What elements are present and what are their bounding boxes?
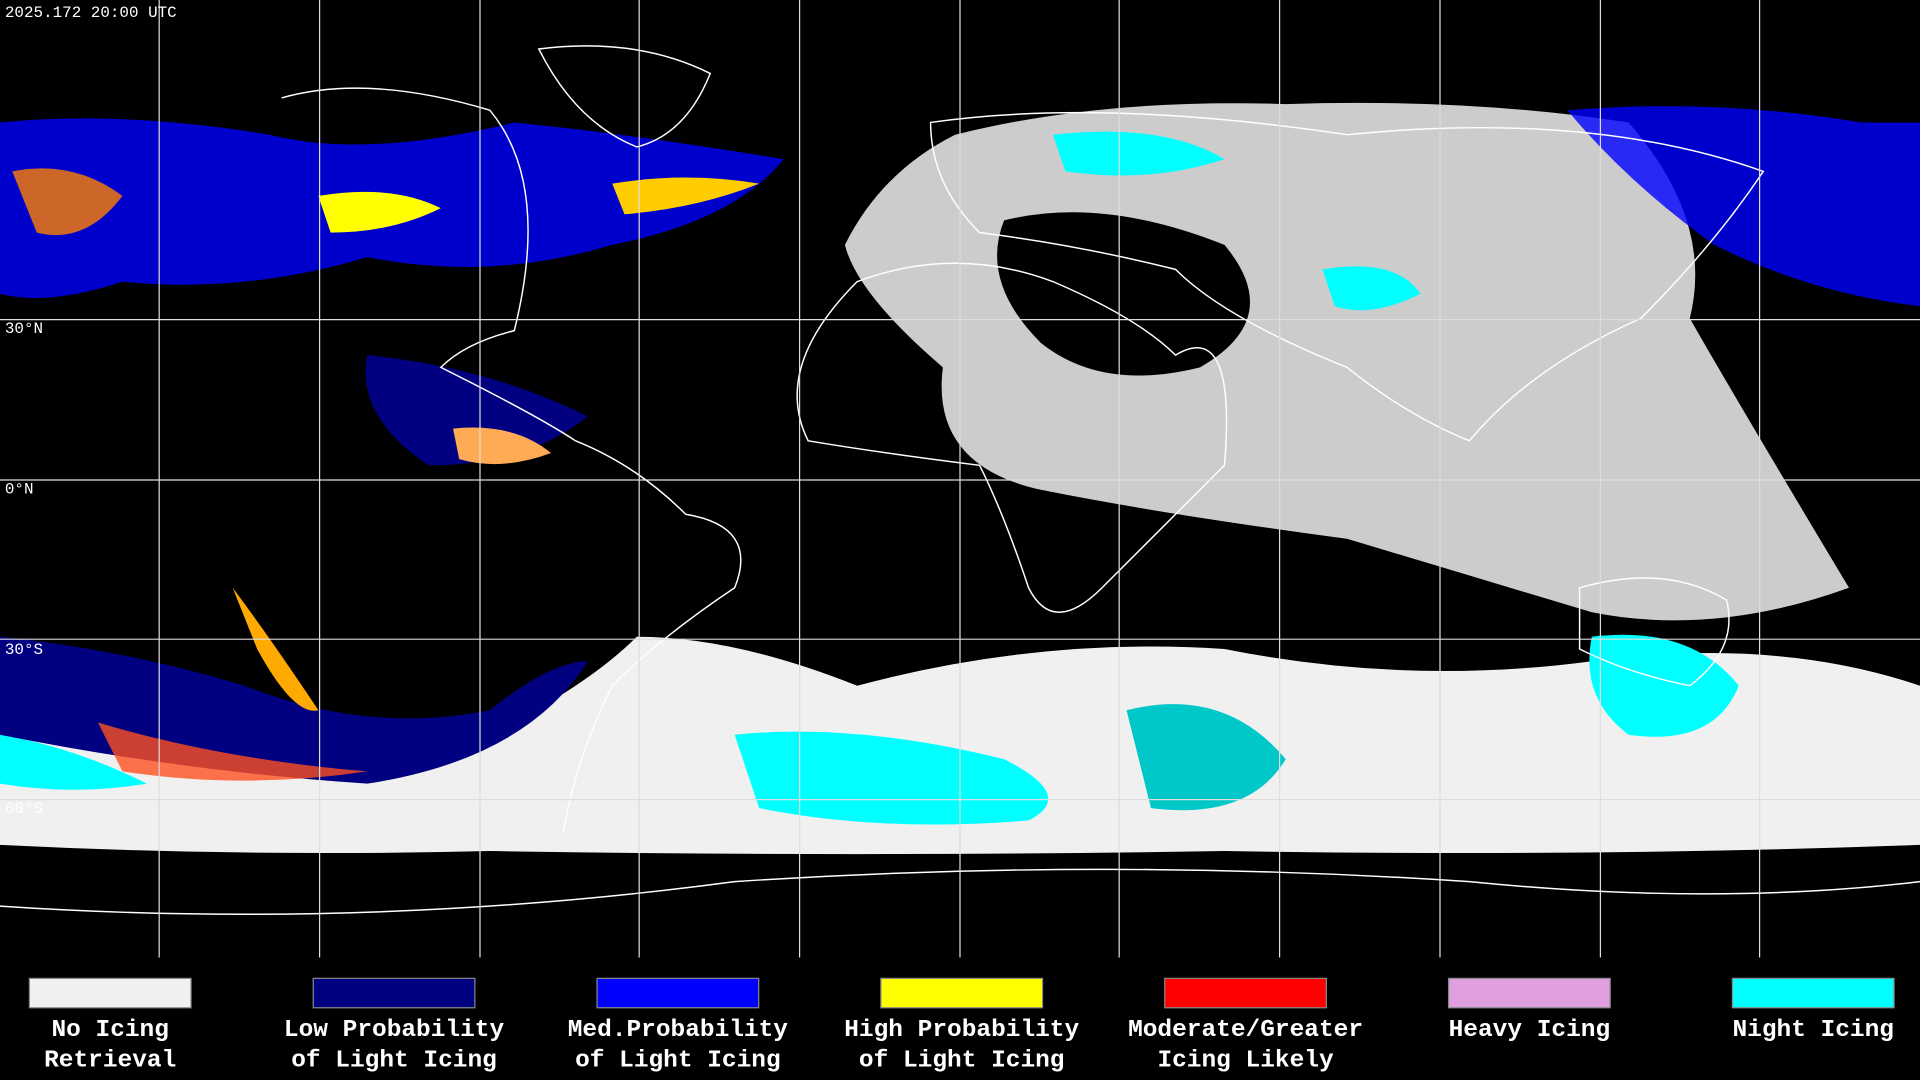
latitude-label: 30°N — [5, 320, 43, 338]
night-icing-region — [734, 731, 1049, 825]
medium-icing-region — [1567, 106, 1920, 307]
night-icing-region — [1053, 131, 1225, 176]
moderate-icing-region — [97, 722, 368, 781]
legend-label: Retrieval — [44, 1048, 176, 1075]
graticule — [0, 0, 1920, 958]
legend-swatch — [596, 977, 760, 1009]
coastline-australia — [1578, 577, 1730, 687]
legend-label: of Light Icing — [859, 1048, 1065, 1075]
legend-label: Icing Likely — [1157, 1048, 1334, 1075]
latitude-labels: 30°N 0°N 30°S 60°S — [5, 320, 43, 818]
night-icing-region — [0, 734, 147, 790]
legend-swatch — [1731, 977, 1895, 1009]
coastline-americas — [281, 87, 742, 833]
clear-region — [997, 212, 1250, 376]
latitude-label: 0°N — [5, 480, 34, 498]
legend-label: of Light Icing — [575, 1048, 781, 1075]
coastline-antarctica — [0, 868, 1920, 916]
legend-label: Moderate/Greater — [1128, 1017, 1363, 1044]
legend-label: Low Probability — [284, 1017, 505, 1044]
legend-label: Night Icing — [1732, 1017, 1894, 1044]
legend-swatch — [1164, 977, 1327, 1009]
high-icing-region — [318, 191, 441, 233]
legend-swatch — [28, 977, 192, 1009]
moderate-icing-region — [12, 168, 123, 236]
night-icing-region — [1322, 266, 1421, 311]
timestamp: 2025.172 20:00 UTC — [5, 4, 177, 22]
legend-swatch — [312, 977, 476, 1009]
coastline-eurasia — [929, 111, 1765, 442]
legend-label: High Probability — [844, 1017, 1079, 1044]
map-layer — [0, 0, 1920, 958]
coastline-greenland — [537, 45, 712, 148]
legend: No Icing Retrieval Low Probability of Light… — [28, 977, 1895, 1075]
low-icing-region — [365, 355, 588, 466]
latitude-label: 60°S — [5, 800, 43, 818]
clear-region — [783, 318, 939, 466]
night-icing-region — [1589, 634, 1739, 737]
moderate-icing-region — [453, 427, 552, 465]
latitude-label: 30°S — [5, 641, 43, 659]
legend-swatch — [880, 977, 1044, 1009]
legend-label: Heavy Icing — [1449, 1017, 1611, 1044]
night-icing-region — [1126, 704, 1286, 811]
legend-label: Med.Probability — [568, 1017, 789, 1044]
legend-label: of Light Icing — [291, 1048, 497, 1075]
high-icing-region — [232, 587, 319, 711]
coastlines — [0, 45, 1920, 916]
high-icing-region — [612, 177, 760, 215]
coastline-africa — [796, 262, 1228, 613]
legend-label: No Icing — [51, 1017, 168, 1044]
legend-swatch — [1447, 977, 1611, 1009]
